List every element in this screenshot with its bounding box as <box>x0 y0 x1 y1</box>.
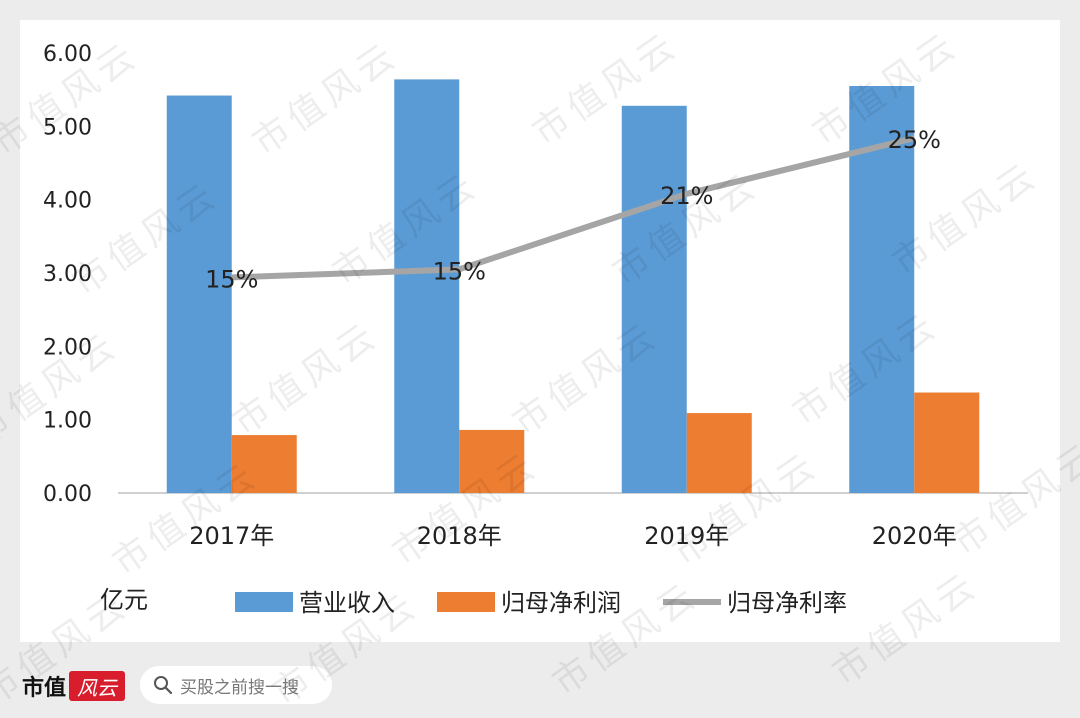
data-label: 21% <box>660 182 713 210</box>
data-label: 25% <box>888 126 941 154</box>
bar-net-profit <box>686 413 752 493</box>
legend-swatch <box>235 592 293 612</box>
bar-net-profit <box>231 435 297 493</box>
chart-card: 0.00 1.00 2.00 3.00 4.00 5.00 6.00 2017年 2018年 20… <box>20 20 1060 642</box>
legend-label: 归母净利率 <box>727 589 847 617</box>
x-tick-label: 2018年 <box>417 522 502 550</box>
net-margin-line <box>231 135 915 281</box>
y-tick-label: 6.00 <box>43 42 92 67</box>
legend-swatch <box>437 592 495 612</box>
bar-revenue <box>166 95 232 494</box>
legend-label: 归母净利润 <box>501 589 621 617</box>
y-tick-label: 4.00 <box>43 189 92 214</box>
bar-net-profit <box>459 429 525 493</box>
x-tick-label: 2019年 <box>644 522 729 550</box>
bar-revenue <box>621 105 687 494</box>
chart: 0.00 1.00 2.00 3.00 4.00 5.00 6.00 2017年 2018年 20… <box>43 42 1028 617</box>
bar-revenue <box>394 79 460 494</box>
x-tick-label: 2020年 <box>872 522 957 550</box>
y-tick-label: 0.00 <box>43 482 92 507</box>
brand-name: 市值 <box>22 676 67 701</box>
y-tick-label: 1.00 <box>43 409 92 434</box>
search-placeholder: 买股之前搜一搜 <box>180 677 299 698</box>
data-label: 15% <box>205 265 258 293</box>
footer-bar: 市值 风云 买股之前搜一搜 <box>0 642 1080 718</box>
bar-net-profit <box>914 392 980 493</box>
brand-logo[interactable]: 市值 风云 <box>22 670 126 702</box>
brand-badge: 风云 <box>69 671 126 701</box>
search-box[interactable]: 买股之前搜一搜 <box>140 666 332 704</box>
y-tick-label: 2.00 <box>43 335 92 360</box>
y-tick-label: 5.00 <box>43 115 92 140</box>
y-axis-unit-label: 亿元 <box>100 586 148 614</box>
x-tick-label: 2017年 <box>189 522 274 550</box>
search-icon <box>152 674 174 696</box>
y-tick-label: 3.00 <box>43 262 92 287</box>
data-label: 15% <box>433 257 486 285</box>
legend-label: 营业收入 <box>299 589 395 617</box>
